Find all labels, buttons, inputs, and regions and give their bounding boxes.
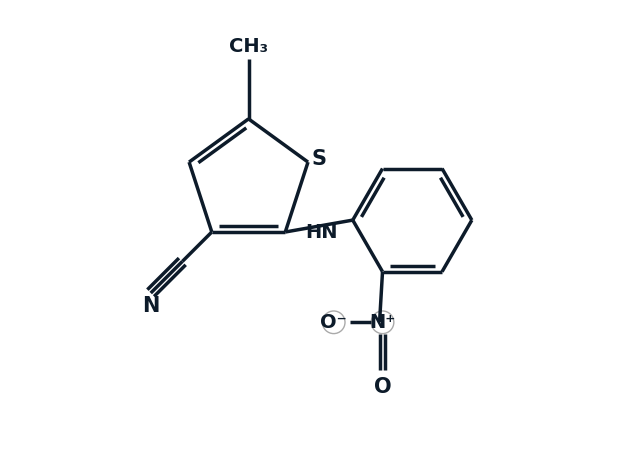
Text: O: O xyxy=(374,376,391,397)
Text: HN: HN xyxy=(306,222,339,242)
Text: O⁻: O⁻ xyxy=(321,313,347,332)
Text: N⁺: N⁺ xyxy=(369,313,396,332)
Text: N: N xyxy=(142,296,159,316)
Text: S: S xyxy=(311,149,326,169)
Text: CH₃: CH₃ xyxy=(229,37,268,56)
